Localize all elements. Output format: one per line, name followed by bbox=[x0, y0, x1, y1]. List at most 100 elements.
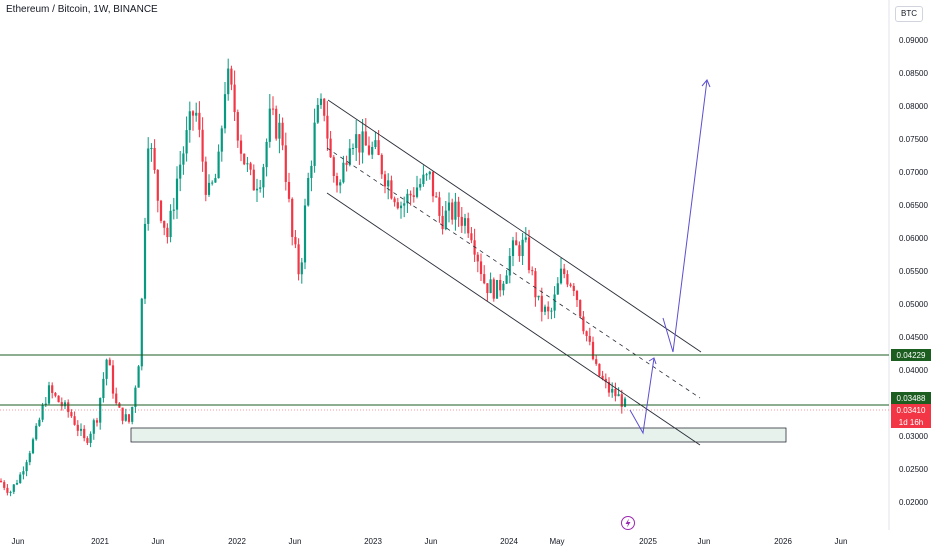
candle-body bbox=[505, 275, 508, 284]
price-tag bbox=[891, 404, 931, 416]
candle-body bbox=[511, 240, 515, 256]
drawings bbox=[0, 79, 889, 446]
candle-body bbox=[486, 283, 489, 294]
lightning-icon[interactable] bbox=[620, 515, 636, 531]
price-tag bbox=[891, 349, 931, 361]
candle-body bbox=[211, 182, 214, 184]
candle-body bbox=[428, 171, 431, 175]
candle-body bbox=[259, 187, 262, 189]
candle-body bbox=[214, 178, 217, 183]
y-tick-label: 0.07000 bbox=[899, 168, 928, 177]
candle-body bbox=[143, 223, 147, 299]
candle-body bbox=[195, 112, 198, 116]
candle-body bbox=[121, 407, 124, 421]
candle-body bbox=[6, 487, 9, 493]
candle-body bbox=[284, 145, 287, 182]
candle-body bbox=[403, 203, 406, 206]
candle-body bbox=[543, 306, 547, 312]
candle-body bbox=[159, 200, 163, 221]
candle-body bbox=[351, 148, 355, 150]
x-tick-label: Jun bbox=[425, 537, 438, 546]
candle-body bbox=[515, 240, 518, 246]
candle-body bbox=[127, 414, 131, 422]
candle-body bbox=[303, 205, 307, 263]
candle-body bbox=[329, 138, 332, 158]
candle-body bbox=[483, 274, 486, 284]
candle-body bbox=[182, 153, 185, 165]
candle-body bbox=[537, 295, 540, 298]
candle-body bbox=[108, 359, 111, 366]
y-tick-label: 0.02500 bbox=[899, 465, 928, 474]
candle-body bbox=[620, 394, 623, 407]
candle-body bbox=[156, 169, 159, 201]
candle-body bbox=[326, 115, 329, 139]
candle-body bbox=[191, 111, 195, 116]
candle-body bbox=[575, 290, 579, 301]
candle-body bbox=[3, 482, 6, 488]
candle-body bbox=[454, 201, 457, 220]
candle-body bbox=[140, 298, 143, 367]
x-axis: Jun 2021 Jun 2022 Jun 2023 Jun 2024 May 2025 Jun 20… bbox=[12, 537, 848, 546]
candle-body bbox=[278, 122, 281, 139]
candle-body bbox=[297, 244, 300, 275]
candle-body bbox=[44, 403, 47, 406]
candle-body bbox=[38, 419, 41, 426]
candle-body bbox=[95, 420, 99, 423]
candle-body bbox=[63, 402, 67, 407]
candle-body bbox=[415, 187, 419, 197]
candle-body bbox=[377, 140, 380, 155]
candle-body bbox=[239, 140, 243, 154]
candle-body bbox=[492, 279, 495, 299]
x-tick-label: May bbox=[549, 537, 564, 546]
y-tick-label: 0.06500 bbox=[899, 201, 928, 210]
candle-body bbox=[431, 171, 435, 197]
candle-body bbox=[271, 108, 275, 110]
y-tick-label: 0.02000 bbox=[899, 498, 928, 507]
candle-body bbox=[220, 128, 223, 152]
candle-body bbox=[399, 205, 403, 209]
candle-body bbox=[371, 146, 374, 155]
candle-body bbox=[22, 471, 25, 475]
candle-body bbox=[559, 268, 563, 284]
candle-body bbox=[175, 178, 179, 210]
candle-body bbox=[313, 122, 316, 166]
candle-body bbox=[364, 131, 367, 146]
y-tick-label: 0.04000 bbox=[899, 366, 928, 375]
candle-body bbox=[227, 68, 230, 95]
projection-path-long bbox=[662, 79, 708, 353]
candle-body bbox=[383, 174, 387, 187]
currency-button[interactable]: BTC bbox=[895, 6, 923, 22]
candle-body bbox=[374, 140, 377, 147]
candle-body bbox=[236, 112, 239, 141]
candle-body bbox=[339, 182, 342, 186]
candle-body bbox=[83, 428, 86, 439]
candle-body bbox=[601, 375, 604, 379]
candles bbox=[0, 58, 627, 497]
candle-body bbox=[531, 270, 534, 272]
candle-body bbox=[86, 438, 89, 443]
x-tick-label: Jun bbox=[835, 537, 848, 546]
candle-body bbox=[307, 177, 310, 206]
candle-body bbox=[163, 220, 166, 228]
candle-body bbox=[51, 385, 54, 393]
candle-body bbox=[291, 198, 294, 237]
candle-body bbox=[495, 280, 499, 299]
candle-body bbox=[102, 378, 105, 399]
candle-body bbox=[332, 157, 335, 176]
candle-body bbox=[323, 98, 326, 116]
candle-body bbox=[268, 108, 271, 142]
candle-body bbox=[179, 164, 182, 179]
candle-body bbox=[367, 145, 371, 155]
candle-body bbox=[470, 233, 473, 241]
candle-body bbox=[406, 193, 409, 204]
candle-body bbox=[41, 405, 44, 420]
candle-body bbox=[550, 310, 553, 312]
candle-body bbox=[319, 98, 323, 105]
candle-body bbox=[387, 180, 390, 187]
symbol-title[interactable]: Ethereum / Bitcoin, 1W, BINANCE bbox=[6, 4, 158, 15]
candle-body bbox=[553, 294, 556, 311]
candle-body bbox=[588, 335, 591, 342]
price-tag-label: 0.03410 bbox=[897, 406, 926, 415]
channel-lower-line bbox=[326, 192, 701, 446]
